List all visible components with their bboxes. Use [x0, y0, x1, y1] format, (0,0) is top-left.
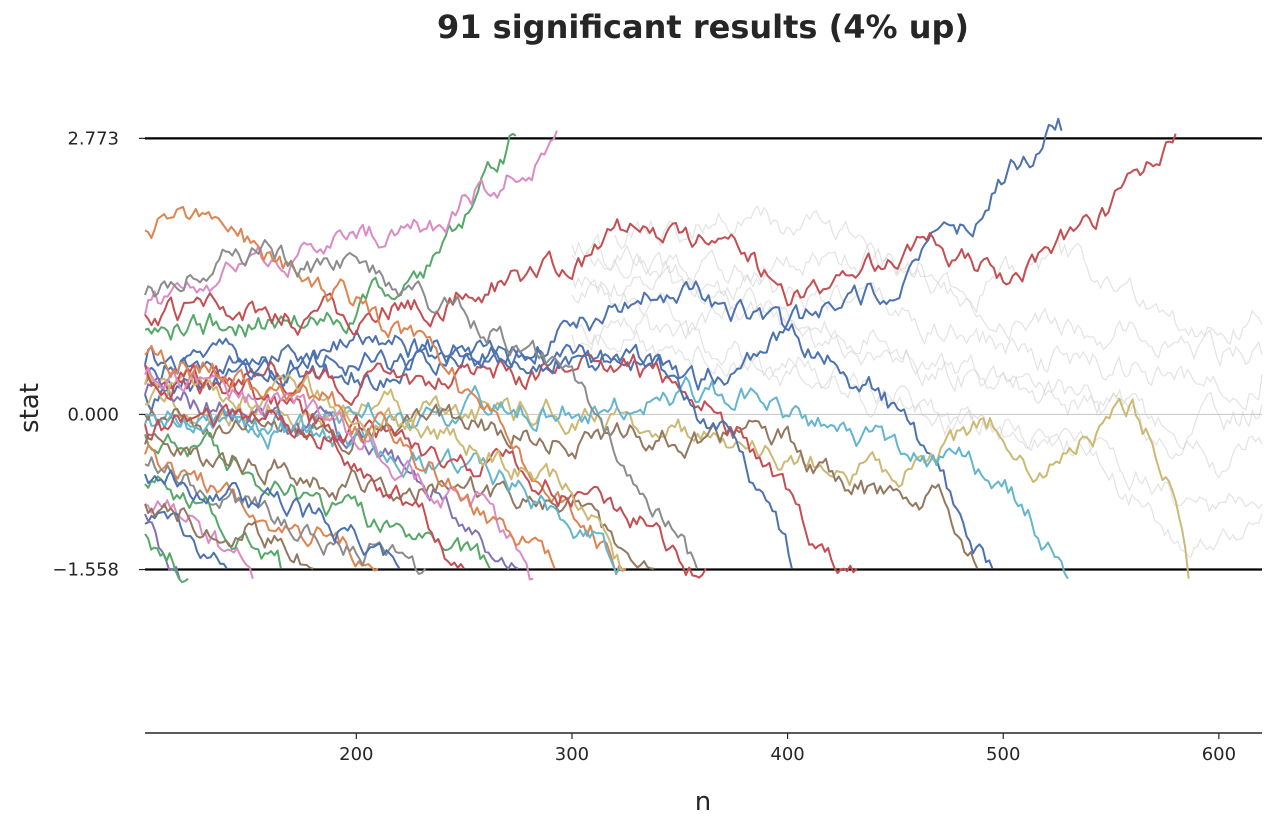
x-tick-label: 400: [770, 744, 804, 765]
series-line: [144, 510, 228, 570]
nonsignificant-series-line: [614, 205, 1263, 368]
axes: 200 300 400 500 600 −1.558 0.000 2.773: [52, 128, 1262, 765]
series-line: [144, 376, 519, 570]
series-line: [144, 513, 181, 579]
x-tick-label: 200: [339, 744, 373, 765]
x-tick-label: 600: [1202, 744, 1236, 765]
series-line: [144, 469, 401, 570]
series-line: [144, 444, 379, 572]
series-line: [144, 130, 558, 316]
series-line: [144, 405, 621, 575]
series-line: [144, 337, 793, 569]
series-line: [144, 132, 517, 341]
series-line: [144, 376, 1069, 580]
series-line: [144, 117, 1063, 391]
nonsignificant-series-line: [571, 313, 1263, 513]
y-tick-label: 2.773: [67, 128, 119, 149]
y-axis-label: stat: [15, 383, 45, 433]
x-tick-label: 300: [555, 744, 589, 765]
series-line: [144, 475, 282, 569]
nonsignificant-series-line: [571, 238, 1263, 346]
x-tick-label: 500: [986, 744, 1020, 765]
series-line: [144, 533, 189, 584]
nonsignificant-series-line: [571, 279, 1263, 480]
series-line: [144, 280, 994, 570]
y-tick-label: 0.000: [67, 404, 119, 425]
x-axis-label: n: [695, 787, 711, 817]
series-line: [144, 502, 314, 570]
chart-title: 91 significant results (4% up): [437, 8, 969, 46]
nonsignificant-series-line: [571, 264, 1263, 460]
series-line: [144, 133, 1177, 336]
significant-series-group: [144, 117, 1190, 584]
y-tick-label: −1.558: [52, 560, 119, 581]
series-line: [144, 344, 556, 570]
series-line: [144, 206, 627, 576]
series-line: [144, 239, 698, 570]
series-line: [144, 403, 707, 579]
series-line: [144, 367, 624, 571]
series-line: [144, 456, 427, 575]
nonsignificant-series-line: [571, 329, 1263, 559]
